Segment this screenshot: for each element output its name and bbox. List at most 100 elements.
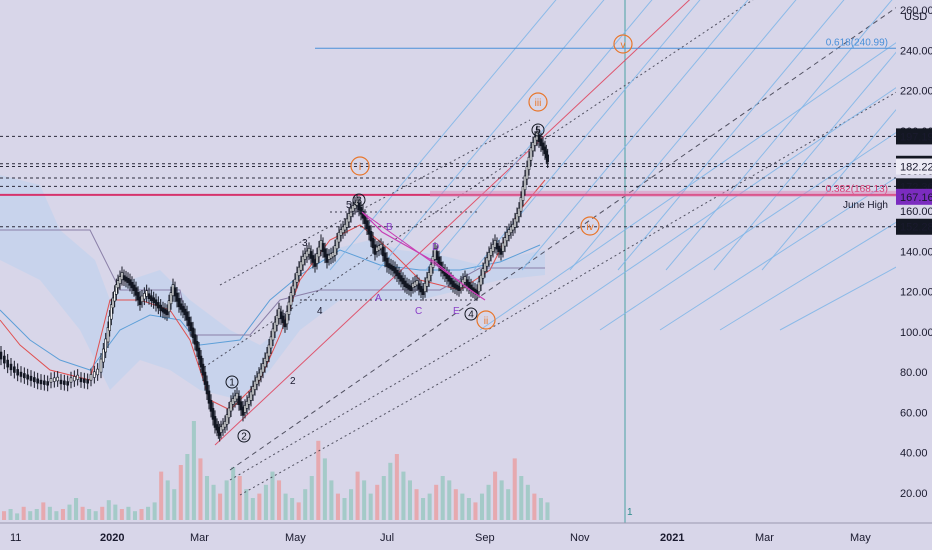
candle-body bbox=[479, 274, 483, 286]
candle-body bbox=[183, 308, 187, 316]
candle-body bbox=[301, 256, 305, 266]
candle-body bbox=[177, 298, 181, 308]
candle-body bbox=[357, 202, 361, 211]
candle-body bbox=[531, 142, 535, 152]
volume-bar bbox=[362, 480, 367, 520]
small-wave-label: 3 bbox=[302, 238, 308, 249]
x-tick-label: 2021 bbox=[660, 532, 684, 544]
candle-body bbox=[66, 381, 69, 386]
time-axis[interactable]: 11 2020 Mar May Jul Sep Nov 2021 Mar May bbox=[0, 522, 932, 544]
x-tick-label: May bbox=[850, 532, 871, 544]
volume-bar bbox=[2, 511, 7, 520]
candle-body bbox=[63, 380, 66, 385]
abcde-label: D bbox=[432, 242, 439, 253]
candle-body bbox=[79, 377, 83, 383]
candle-body bbox=[546, 154, 549, 163]
price-axis[interactable]: USD 20.00 40.00 60.00 80.00 100.00 120.00 140.… bbox=[896, 0, 932, 523]
abcde-label: B bbox=[386, 222, 393, 233]
channel-line bbox=[617, 0, 845, 271]
price-label: 167.16 bbox=[900, 192, 932, 204]
grid: 1 bbox=[624, 0, 633, 523]
candle-body bbox=[321, 243, 325, 253]
candle-body bbox=[317, 246, 321, 258]
volume-bar bbox=[479, 493, 485, 520]
candle-body bbox=[539, 138, 543, 147]
price-label-bg bbox=[896, 128, 932, 145]
candle-body bbox=[221, 423, 225, 431]
candle-body bbox=[56, 376, 59, 382]
volume-bar bbox=[54, 511, 59, 520]
candle-body bbox=[311, 255, 315, 263]
volume-bar bbox=[126, 506, 131, 520]
candle-body bbox=[383, 252, 387, 262]
candle-body bbox=[251, 386, 255, 396]
candle-body bbox=[345, 218, 349, 228]
channel-line bbox=[659, 174, 901, 331]
candle-body bbox=[515, 213, 519, 223]
volume-bar bbox=[316, 440, 321, 520]
minor-wave-label: 3 bbox=[356, 196, 362, 207]
volume-bar bbox=[335, 493, 340, 520]
candle-body bbox=[533, 136, 537, 146]
y-tick-label: 260.00 bbox=[900, 5, 932, 17]
volume-bar bbox=[525, 484, 530, 520]
candle-body bbox=[209, 399, 213, 412]
candle-body bbox=[367, 225, 371, 235]
candle-body bbox=[143, 293, 146, 300]
candle-body bbox=[108, 315, 111, 331]
volume-bar bbox=[440, 476, 445, 520]
candle-body bbox=[347, 213, 351, 223]
channel-lines bbox=[199, 0, 932, 496]
x-tick-label: 2020 bbox=[100, 532, 124, 544]
candle-body bbox=[415, 280, 419, 286]
candle-body bbox=[111, 297, 115, 309]
candle-body bbox=[154, 299, 158, 306]
volume-bar bbox=[146, 506, 151, 520]
candle-body bbox=[124, 276, 128, 282]
small-wave-label: 4 bbox=[317, 306, 323, 317]
candle-body bbox=[247, 396, 251, 405]
major-wave-circle bbox=[528, 92, 548, 112]
volume-bar bbox=[87, 509, 92, 520]
candle-body bbox=[179, 303, 183, 310]
volume-bar bbox=[355, 471, 360, 520]
candle-body bbox=[537, 134, 541, 143]
candle-body bbox=[36, 378, 39, 384]
small-wave-label: 2 bbox=[290, 376, 296, 387]
candle-body bbox=[93, 371, 96, 378]
candle-body bbox=[523, 175, 527, 191]
cloud-area bbox=[0, 175, 545, 400]
candle-body bbox=[287, 301, 291, 315]
minor-wave-label: 4 bbox=[468, 310, 474, 321]
candle-body bbox=[275, 315, 279, 326]
price-candles bbox=[0, 125, 549, 442]
candle-body bbox=[489, 248, 493, 256]
candle-body bbox=[3, 355, 6, 364]
candle-body bbox=[145, 290, 148, 297]
volume-bar bbox=[375, 484, 380, 520]
volume-bar bbox=[119, 509, 124, 520]
x-tick-label: May bbox=[285, 532, 306, 544]
volume-bar bbox=[244, 489, 249, 520]
candle-body bbox=[289, 292, 293, 306]
candle-body bbox=[281, 315, 285, 324]
small-wave-label: 5 bbox=[346, 200, 352, 211]
major-wave-circle bbox=[476, 310, 496, 330]
candle-body bbox=[501, 242, 505, 252]
candle-body bbox=[263, 358, 267, 368]
volume-bar bbox=[60, 509, 65, 520]
volume-bar bbox=[277, 480, 282, 520]
major-wave-label: iv bbox=[586, 222, 593, 233]
abcde-label: A bbox=[375, 293, 382, 304]
candle-body bbox=[285, 311, 289, 325]
major-wave-circle bbox=[580, 216, 600, 236]
candle-body bbox=[187, 316, 191, 326]
candle-body bbox=[315, 253, 319, 264]
candle-body bbox=[96, 368, 99, 376]
candle-body bbox=[171, 284, 175, 296]
candle-body bbox=[39, 379, 43, 385]
candle-body bbox=[379, 244, 383, 250]
volume-bar bbox=[532, 493, 537, 520]
candle-body bbox=[140, 295, 144, 303]
